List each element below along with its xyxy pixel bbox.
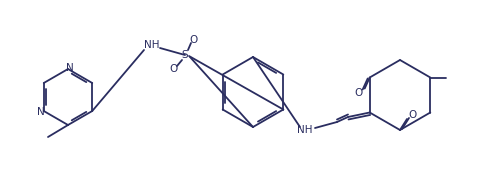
Text: NH: NH	[297, 125, 313, 135]
Text: O: O	[169, 64, 177, 74]
Text: O: O	[409, 110, 417, 120]
Text: NH: NH	[144, 40, 160, 50]
Text: N: N	[37, 107, 45, 117]
Text: N: N	[66, 63, 74, 73]
Text: S: S	[182, 50, 189, 60]
Text: O: O	[189, 35, 197, 45]
Text: O: O	[355, 87, 363, 97]
